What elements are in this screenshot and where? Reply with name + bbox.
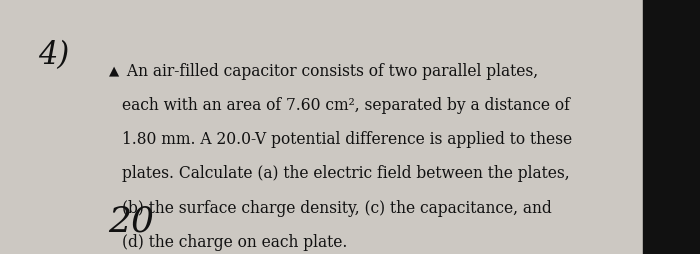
Text: plates. Calculate (a) the electric field between the plates,: plates. Calculate (a) the electric field… (122, 166, 570, 182)
Text: 1.80 mm. A 20.0-V potential difference is applied to these: 1.80 mm. A 20.0-V potential difference i… (122, 131, 573, 148)
Text: 4): 4) (38, 40, 70, 71)
Text: An air-filled capacitor consists of two parallel plates,: An air-filled capacitor consists of two … (122, 63, 538, 80)
Text: 20: 20 (108, 205, 155, 239)
Text: ▲: ▲ (108, 65, 119, 78)
Bar (643, 0, 700, 254)
Text: (d) the charge on each plate.: (d) the charge on each plate. (122, 234, 348, 251)
Text: (b) the surface charge density, (c) the capacitance, and: (b) the surface charge density, (c) the … (122, 200, 552, 217)
Text: each with an area of 7.60 cm², separated by a distance of: each with an area of 7.60 cm², separated… (122, 97, 570, 114)
